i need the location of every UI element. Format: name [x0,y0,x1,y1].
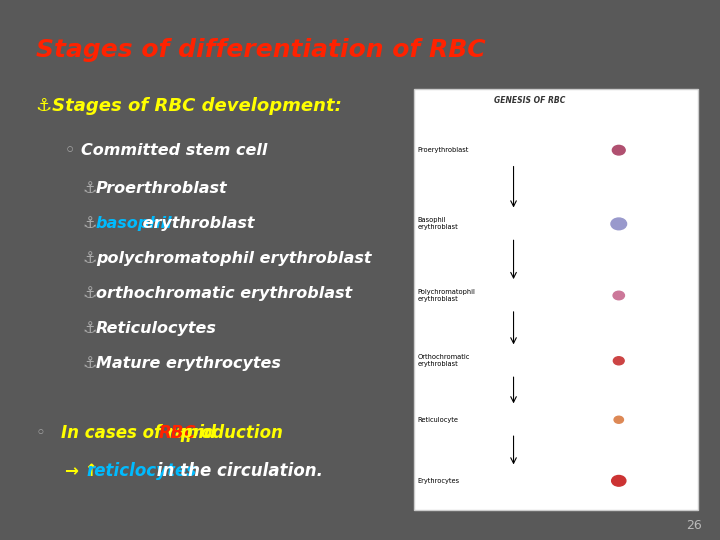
Text: Mature erythrocytes: Mature erythrocytes [96,356,281,372]
Text: ⚓: ⚓ [83,251,97,266]
Text: ⚓: ⚓ [83,286,97,301]
Text: Basophil
erythroblast: Basophil erythroblast [418,218,459,231]
Text: ⚓: ⚓ [83,181,97,196]
Text: RBC: RBC [158,424,196,442]
Text: 26: 26 [686,519,702,532]
Text: Reticulocytes: Reticulocytes [96,321,217,336]
Text: polychromatophil erythroblast: polychromatophil erythroblast [96,251,372,266]
Text: Proerythroblast: Proerythroblast [418,147,469,153]
Text: Polychromatophil
erythroblast: Polychromatophil erythroblast [418,289,475,302]
Text: In cases of rapid: In cases of rapid [61,424,222,442]
Circle shape [611,218,626,230]
Text: basophil: basophil [96,216,172,231]
Text: Stages of differentiation of RBC: Stages of differentiation of RBC [36,38,485,62]
Text: ◦: ◦ [65,143,81,158]
Circle shape [613,357,624,365]
Circle shape [613,291,624,300]
Text: Proerthroblast: Proerthroblast [96,181,228,196]
Text: in the circulation.: in the circulation. [151,462,323,480]
Text: ⚓: ⚓ [83,356,97,372]
Text: orthochromatic erythroblast: orthochromatic erythroblast [96,286,352,301]
Text: reticlocytes: reticlocytes [86,462,197,480]
Text: ⚓Stages of RBC development:: ⚓Stages of RBC development: [36,97,342,115]
Text: ⚓: ⚓ [83,321,97,336]
Circle shape [612,476,626,486]
Text: Reticulocyte: Reticulocyte [418,417,459,423]
Circle shape [614,416,624,423]
Text: Committed stem cell: Committed stem cell [81,143,267,158]
Text: → ↑: → ↑ [65,462,104,480]
Text: ⚓: ⚓ [83,216,97,231]
Text: erythroblast: erythroblast [138,216,255,231]
Text: Orthochromatic
erythroblast: Orthochromatic erythroblast [418,354,470,367]
Text: GENESIS OF RBC: GENESIS OF RBC [494,96,565,105]
Text: ◦: ◦ [36,424,46,442]
Text: production: production [175,424,282,442]
Text: Erythrocytes: Erythrocytes [418,478,460,484]
Circle shape [613,145,625,155]
Bar [414,89,698,510]
